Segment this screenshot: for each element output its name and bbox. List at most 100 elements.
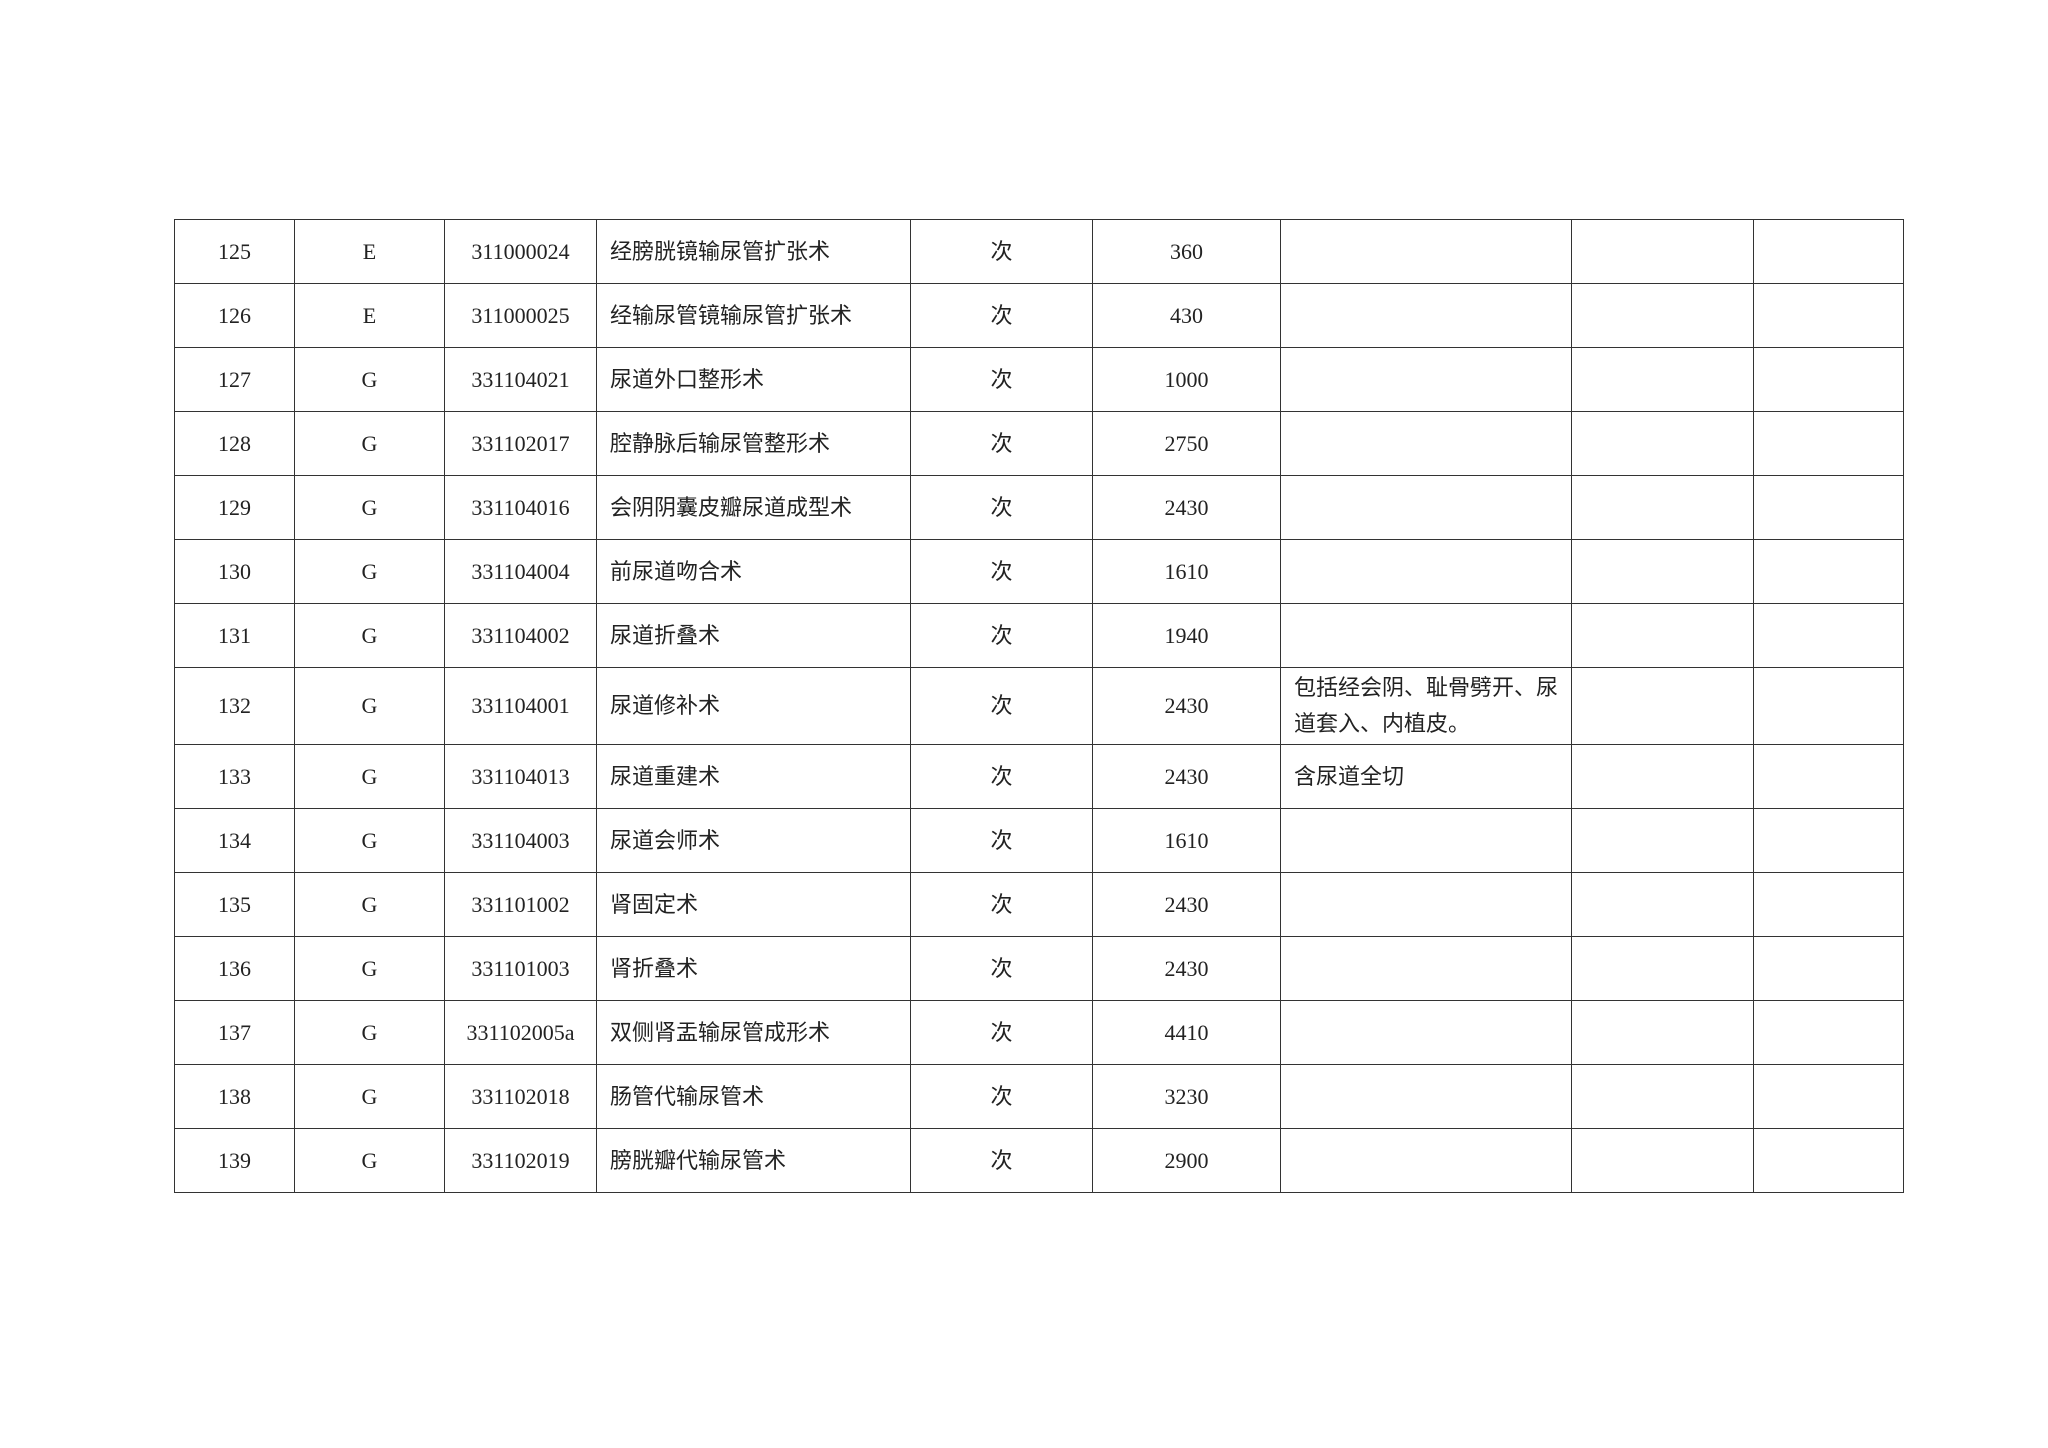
cell-category: G (294, 603, 445, 668)
cell-row-number: 138 (174, 1064, 295, 1129)
cell-item-name: 经输尿管镜输尿管扩张术 (596, 283, 911, 348)
cell-item-code: 331104002 (444, 603, 597, 668)
cell-unit: 次 (910, 347, 1093, 412)
table-row: 133 G 331104013 尿道重建术次 2430 含尿道全切 (174, 744, 1904, 809)
cell-row-number: 129 (174, 475, 295, 540)
cell-unit: 次 (910, 603, 1093, 668)
cell-item-name: 肾固定术 (596, 872, 911, 937)
cell-extra-1 (1571, 872, 1754, 937)
cell-extra-2 (1753, 667, 1904, 745)
cell-note (1280, 219, 1572, 284)
cell-row-number: 130 (174, 539, 295, 604)
cell-extra-2 (1753, 744, 1904, 809)
table-row: 128 G 331102017 腔静脉后输尿管整形术次 2750 (174, 411, 1904, 476)
cell-item-code: 311000024 (444, 219, 597, 284)
cell-item-name: 双侧肾盂输尿管成形术 (596, 1000, 911, 1065)
table-row: 130 G 331104004 前尿道吻合术次 1610 (174, 539, 1904, 604)
cell-item-code: 331104013 (444, 744, 597, 809)
cell-unit: 次 (910, 808, 1093, 873)
cell-item-name: 肠管代输尿管术 (596, 1064, 911, 1129)
cell-note (1280, 1064, 1572, 1129)
cell-category: G (294, 475, 445, 540)
cell-note (1280, 1128, 1572, 1193)
cell-unit: 次 (910, 1000, 1093, 1065)
cell-unit: 次 (910, 219, 1093, 284)
cell-category: G (294, 744, 445, 809)
cell-extra-1 (1571, 347, 1754, 412)
cell-extra-1 (1571, 603, 1754, 668)
cell-item-code: 331102005a (444, 1000, 597, 1065)
cell-row-number: 126 (174, 283, 295, 348)
cell-note (1280, 539, 1572, 604)
cell-extra-2 (1753, 808, 1904, 873)
cell-unit: 次 (910, 475, 1093, 540)
cell-item-name: 肾折叠术 (596, 936, 911, 1001)
cell-extra-1 (1571, 667, 1754, 745)
cell-item-code: 331102017 (444, 411, 597, 476)
cell-item-code: 311000025 (444, 283, 597, 348)
cell-item-name: 尿道重建术 (596, 744, 911, 809)
cell-unit: 次 (910, 283, 1093, 348)
cell-note: 含尿道全切 (1280, 744, 1572, 809)
cell-item-name: 尿道外口整形术 (596, 347, 911, 412)
cell-extra-2 (1753, 936, 1904, 1001)
cell-row-number: 127 (174, 347, 295, 412)
cell-note (1280, 283, 1572, 348)
cell-unit: 次 (910, 1128, 1093, 1193)
cell-row-number: 133 (174, 744, 295, 809)
cell-extra-1 (1571, 808, 1754, 873)
cell-extra-1 (1571, 539, 1754, 604)
cell-category: G (294, 808, 445, 873)
cell-note (1280, 872, 1572, 937)
cell-category: G (294, 539, 445, 604)
cell-price: 2430 (1092, 667, 1281, 745)
cell-row-number: 139 (174, 1128, 295, 1193)
table-row: 132 G 331104001 尿道修补术次 2430 包括经会阴、耻骨劈开、尿道套入、内… (174, 667, 1904, 745)
cell-extra-2 (1753, 475, 1904, 540)
cell-extra-2 (1753, 347, 1904, 412)
table-row: 138 G 331102018 肠管代输尿管术次 3230 (174, 1064, 1904, 1129)
cell-item-name: 会阴阴囊皮瓣尿道成型术 (596, 475, 911, 540)
cell-category: G (294, 411, 445, 476)
cell-extra-1 (1571, 936, 1754, 1001)
cell-item-name: 前尿道吻合术 (596, 539, 911, 604)
cell-unit: 次 (910, 936, 1093, 1001)
cell-unit: 次 (910, 872, 1093, 937)
table-row: 137 G 331102005a 双侧肾盂输尿管成形术次 4410 (174, 1000, 1904, 1065)
cell-unit: 次 (910, 539, 1093, 604)
cell-row-number: 132 (174, 667, 295, 745)
cell-extra-1 (1571, 1064, 1754, 1129)
cell-note (1280, 936, 1572, 1001)
cell-price: 1610 (1092, 539, 1281, 604)
cell-price: 1610 (1092, 808, 1281, 873)
cell-row-number: 125 (174, 219, 295, 284)
table-row: 126 E 311000025 经输尿管镜输尿管扩张术次 430 (174, 283, 1904, 348)
table-row: 136 G 331101003 肾折叠术次 2430 (174, 936, 1904, 1001)
cell-item-name: 经膀胱镜输尿管扩张术 (596, 219, 911, 284)
cell-category: G (294, 347, 445, 412)
cell-unit: 次 (910, 667, 1093, 745)
cell-category: E (294, 283, 445, 348)
cell-extra-2 (1753, 1064, 1904, 1129)
cell-note (1280, 1000, 1572, 1065)
cell-category: G (294, 872, 445, 937)
cell-extra-2 (1753, 411, 1904, 476)
table-row: 134 G 331104003 尿道会师术次 1610 (174, 808, 1904, 873)
cell-note (1280, 603, 1572, 668)
cell-category: G (294, 667, 445, 745)
cell-row-number: 136 (174, 936, 295, 1001)
cell-item-code: 331102019 (444, 1128, 597, 1193)
cell-row-number: 131 (174, 603, 295, 668)
cell-row-number: 128 (174, 411, 295, 476)
cell-extra-2 (1753, 283, 1904, 348)
table-row: 131 G 331104002 尿道折叠术次 1940 (174, 603, 1904, 668)
cell-row-number: 134 (174, 808, 295, 873)
cell-extra-1 (1571, 219, 1754, 284)
cell-extra-1 (1571, 283, 1754, 348)
table-row: 139 G 331102019 膀胱瓣代输尿管术次 2900 (174, 1128, 1904, 1193)
cell-item-code: 331101003 (444, 936, 597, 1001)
table-row: 129 G 331104016 会阴阴囊皮瓣尿道成型术次 2430 (174, 475, 1904, 540)
table-row: 125 E 311000024 经膀胱镜输尿管扩张术次 360 (174, 219, 1904, 284)
cell-price: 2430 (1092, 872, 1281, 937)
cell-category: G (294, 1128, 445, 1193)
